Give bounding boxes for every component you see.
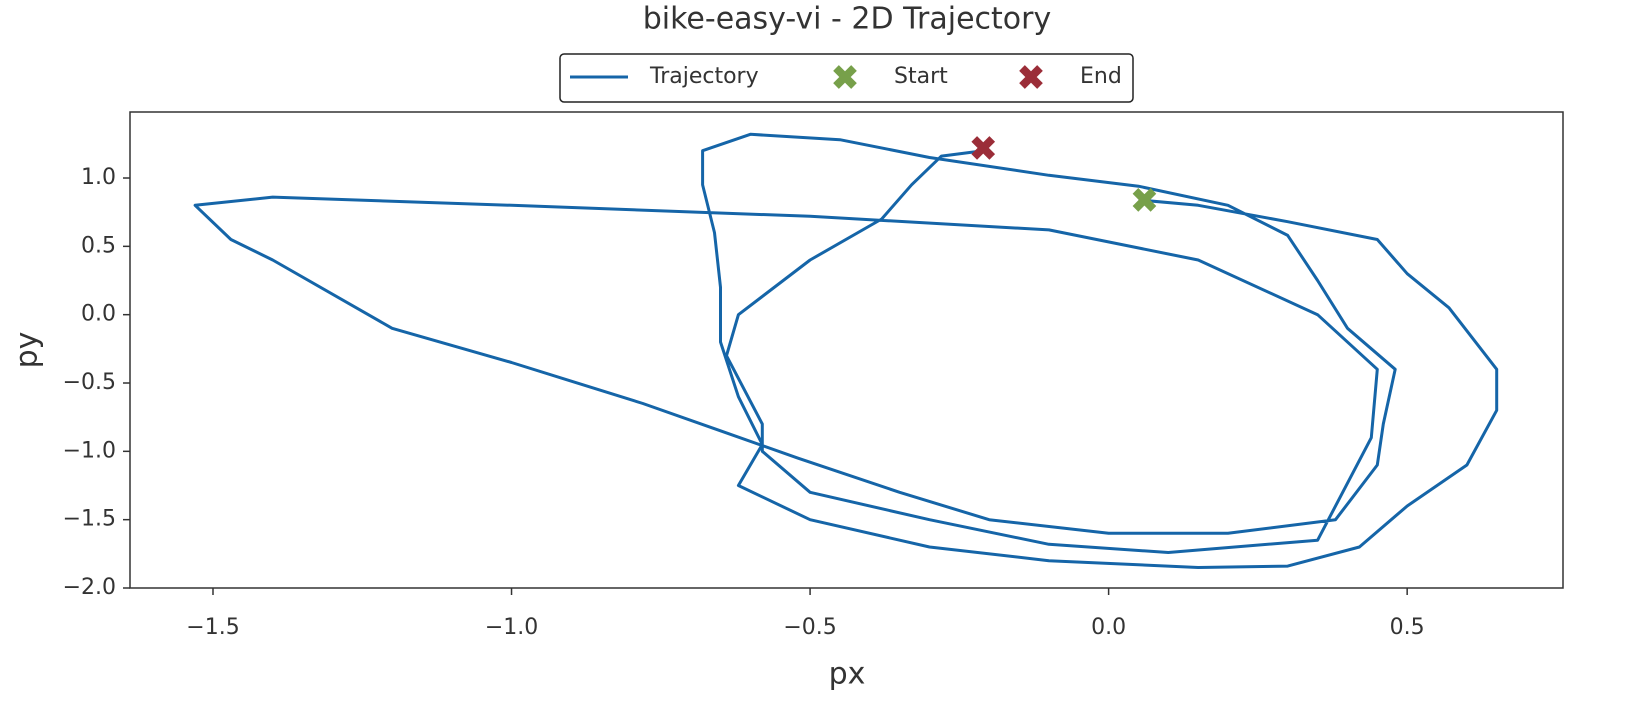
y-axis-label: py <box>10 332 45 369</box>
y-tick-label: −1.0 <box>63 438 116 463</box>
y-tick-label: 1.0 <box>81 165 116 190</box>
y-tick-label: −1.5 <box>63 507 116 532</box>
plot-frame <box>129 111 1564 589</box>
legend-swatch <box>833 65 857 89</box>
y-tick-label: −0.5 <box>63 370 116 395</box>
legend-label: Trajectory <box>649 64 759 89</box>
x-marker <box>971 136 996 160</box>
x-tick-label: −1.0 <box>485 615 538 640</box>
x-tick-label: 0.0 <box>1091 615 1126 640</box>
x-tick-label: −0.5 <box>783 615 836 640</box>
x-tick-label: 0.5 <box>1390 615 1425 640</box>
x-tick-label: −1.5 <box>186 615 239 640</box>
legend-label: End <box>1080 64 1122 89</box>
y-tick-label: 0.0 <box>81 302 116 327</box>
y-tick-label: 0.5 <box>81 233 116 258</box>
x-axis-label: px <box>829 657 866 692</box>
x-marker <box>1132 188 1157 212</box>
legend-swatch <box>1019 65 1043 89</box>
trajectory-line <box>193 132 1499 569</box>
chart-title: bike-easy-vi - 2D Trajectory <box>643 2 1052 37</box>
y-tick-label: −2.0 <box>63 575 116 600</box>
legend-label: Start <box>894 64 948 89</box>
